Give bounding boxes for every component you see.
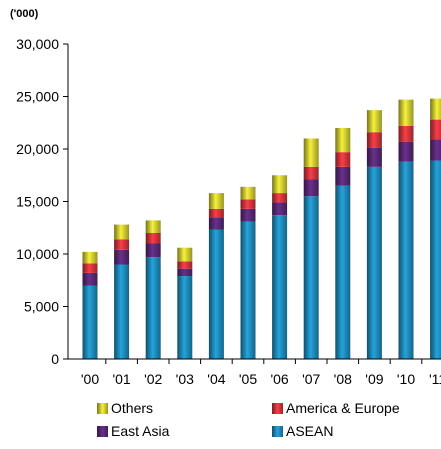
bar-segment-asean xyxy=(272,215,288,359)
bar-segment-east-asia xyxy=(240,208,256,222)
bar-segment-asean xyxy=(145,257,161,359)
bar-segment-others xyxy=(208,193,224,209)
x-tick-label: '08 xyxy=(334,371,352,387)
bar-segment-others xyxy=(272,175,288,194)
bar-segment-asean xyxy=(82,285,98,359)
bar-segment-america-europe xyxy=(208,208,224,218)
bar-segment-others xyxy=(240,186,256,200)
bar-segment-east-asia xyxy=(335,166,351,186)
bar-segment-east-asia xyxy=(177,268,193,277)
bar-segment-america-europe xyxy=(303,166,319,180)
bar-segment-east-asia xyxy=(114,249,130,265)
bar-segment-east-asia xyxy=(208,217,224,230)
bar-segment-america-europe xyxy=(335,152,351,167)
bar-segment-asean xyxy=(303,196,319,359)
bar-segment-east-asia xyxy=(272,202,288,216)
bar-segment-america-europe xyxy=(430,119,441,140)
x-tick-label: '05 xyxy=(239,371,257,387)
x-tick-label: '06 xyxy=(270,371,288,387)
bar-segment-asean xyxy=(366,166,382,359)
bar-segment-east-asia xyxy=(303,179,319,197)
bar-segment-others xyxy=(177,247,193,262)
bar-segment-others xyxy=(303,138,319,167)
bar-segment-america-europe xyxy=(240,199,256,209)
y-tick-label: 0 xyxy=(51,351,59,367)
unit-label: ('000) xyxy=(10,8,39,20)
y-tick-label: 30,000 xyxy=(16,36,59,52)
x-tick-label: '03 xyxy=(176,371,194,387)
x-tick-label: '07 xyxy=(302,371,320,387)
bar-segment-east-asia xyxy=(398,141,414,162)
bar-segment-east-asia xyxy=(430,139,441,161)
bar-segment-asean xyxy=(335,185,351,359)
y-tick-label: 10,000 xyxy=(16,246,59,262)
bars xyxy=(82,98,441,359)
bar-segment-others xyxy=(145,220,161,233)
x-tick-label: '02 xyxy=(144,371,162,387)
x-tick-label: '11 xyxy=(429,371,441,387)
y-axis: 0 5,000 10,000 15,000 20,000 25,000 30,000 xyxy=(16,36,69,367)
bar-segment-asean xyxy=(177,276,193,359)
x-tick-label: '01 xyxy=(112,371,130,387)
bar-segment-america-europe xyxy=(177,261,193,269)
bar-segment-others xyxy=(398,99,414,126)
y-tick-label: 5,000 xyxy=(24,299,59,315)
bar-segment-asean xyxy=(208,229,224,359)
y-tick-label: 20,000 xyxy=(16,141,59,157)
y-tick-label: 15,000 xyxy=(16,194,59,210)
bar-segment-others xyxy=(114,224,130,240)
bar-segment-america-europe xyxy=(272,193,288,203)
x-tick-label: '10 xyxy=(397,371,415,387)
bar-segment-others xyxy=(335,128,351,153)
bar-segment-america-europe xyxy=(398,125,414,142)
y-tick-label: 25,000 xyxy=(16,89,59,105)
bar-segment-others xyxy=(430,98,441,120)
bar-segment-asean xyxy=(398,161,414,359)
bar-segment-others xyxy=(82,251,98,264)
bar-segment-others xyxy=(366,110,382,133)
bar-segment-east-asia xyxy=(145,243,161,258)
bar-segment-america-europe xyxy=(114,239,130,250)
bar-segment-asean xyxy=(430,160,441,359)
bar-segment-america-europe xyxy=(82,263,98,273)
bar-segment-america-europe xyxy=(366,132,382,148)
x-tick-label: '09 xyxy=(365,371,383,387)
x-axis: '00 '01 '02 '03 '04 '05 '06 '07 '08 '09 '10 '11 xyxy=(68,358,441,387)
bar-segment-america-europe xyxy=(145,233,161,244)
bar-segment-east-asia xyxy=(82,272,98,286)
x-tick-label: '04 xyxy=(207,371,225,387)
bar-segment-east-asia xyxy=(366,147,382,167)
bar-segment-asean xyxy=(240,221,256,359)
bar-segment-asean xyxy=(114,264,130,359)
x-tick-label: '00 xyxy=(81,371,99,387)
